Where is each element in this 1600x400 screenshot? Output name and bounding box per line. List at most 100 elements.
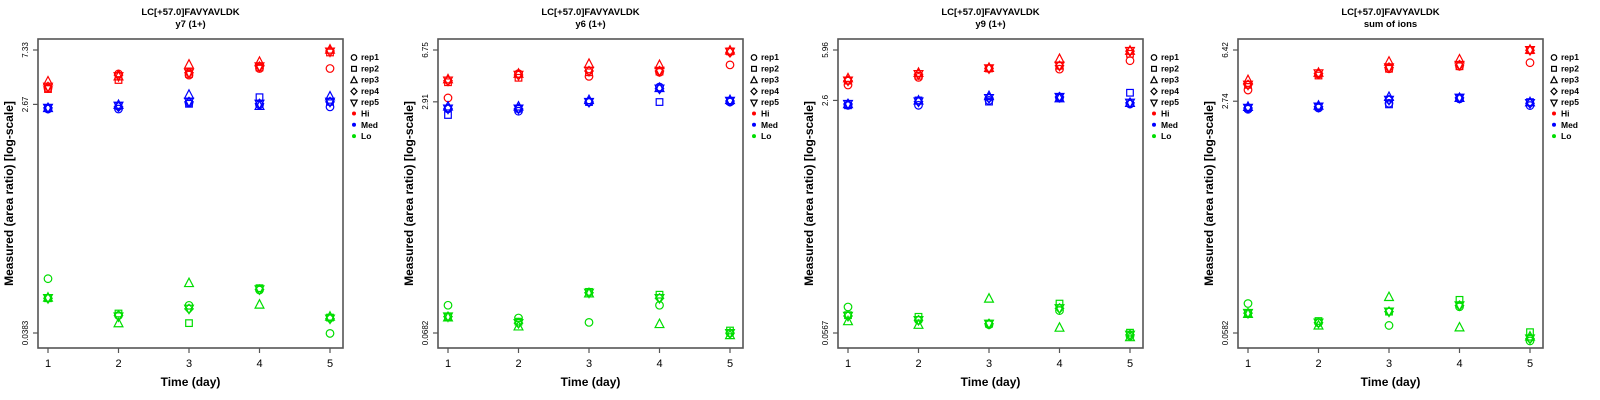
data-marker-lo-rep3 <box>842 314 854 326</box>
panel-title: LC[+57.0]FAVYAVLDK <box>541 7 639 18</box>
x-axis-label: Time (day) <box>1361 375 1421 389</box>
circle-legend-icon <box>1150 54 1158 61</box>
data-marker-med-rep5 <box>1383 95 1395 107</box>
legend-label: rep1 <box>761 52 779 62</box>
data-marker-lo-rep1 <box>443 300 453 310</box>
x-tick-label: 5 <box>1527 358 1533 370</box>
circle-legend-icon <box>350 54 358 61</box>
chart-panel-y7-1-: LC[+57.0]FAVYAVLDK y7 (1+) 7.33 2.67 0.0383 1… <box>0 0 400 400</box>
chart-panel-sum-of-ions: LC[+57.0]FAVYAVLDK sum of ions 6.42 2.74 0.0… <box>1200 0 1600 400</box>
data-marker-med-rep5 <box>113 101 124 112</box>
data-marker-med-rep5 <box>254 99 265 110</box>
square-legend-icon <box>751 65 757 72</box>
x-tick-label: 3 <box>586 358 592 370</box>
data-marker-hi-rep3 <box>1524 43 1536 54</box>
legend-label: rep2 <box>761 63 779 73</box>
dot-legend-icon <box>1552 134 1556 139</box>
data-marker-lo-rep3 <box>254 298 265 309</box>
dot-legend-icon <box>352 111 356 116</box>
x-tick-label: 5 <box>727 358 733 370</box>
data-marker-lo-rep5 <box>1524 334 1536 345</box>
triangle-up-legend-icon <box>1149 75 1159 84</box>
x-tick-label: 1 <box>845 358 851 370</box>
legend-label: Hi <box>361 109 370 119</box>
data-marker-med-rep1 <box>325 102 335 112</box>
y-axis-label: Measured (area ratio) [log-scale] <box>1202 101 1216 286</box>
data-marker-med-rep5 <box>324 97 336 108</box>
data-marker-hi-rep3 <box>1313 66 1324 77</box>
data-marker-med-rep1 <box>914 100 923 110</box>
data-marker-med-rep2 <box>1385 100 1393 109</box>
legend-label: Lo <box>1161 131 1171 141</box>
x-tick-label: 1 <box>45 358 51 370</box>
data-marker-med-rep5 <box>513 104 524 115</box>
panel-subtitle: y6 (1+) <box>575 19 605 30</box>
data-marker-hi-rep4 <box>113 69 124 81</box>
data-marker-hi-rep5 <box>983 64 995 75</box>
x-tick-label: 3 <box>986 358 992 370</box>
triangle-up-legend-icon <box>1549 75 1559 84</box>
legend-label: rep4 <box>361 86 379 96</box>
data-marker-lo-rep1 <box>584 318 594 327</box>
data-marker-lo-rep2 <box>1055 299 1064 308</box>
data-marker-lo-rep5 <box>1124 330 1136 341</box>
triangle-down-legend-icon <box>1149 99 1159 108</box>
data-marker-lo-rep3 <box>1454 321 1465 332</box>
y-axis-label: Measured (area ratio) [log-scale] <box>802 101 816 286</box>
data-marker-hi-rep3 <box>983 61 995 72</box>
diamond-legend-icon <box>750 87 758 96</box>
y-tick-label: 6.75 <box>421 42 430 58</box>
x-tick-label: 2 <box>1315 358 1321 370</box>
data-marker-med-rep5 <box>724 96 736 108</box>
legend-label: rep2 <box>1561 63 1579 73</box>
data-marker-hi-rep5 <box>324 47 336 58</box>
square-legend-icon <box>1551 65 1557 72</box>
data-marker-hi-rep5 <box>1524 45 1536 57</box>
data-marker-hi-rep3 <box>254 55 265 66</box>
diamond-legend-icon <box>1550 87 1558 96</box>
data-marker-med-rep5 <box>1454 93 1465 104</box>
data-marker-lo-rep5 <box>183 304 195 315</box>
data-marker-med-rep5 <box>42 103 54 115</box>
data-marker-hi-rep5 <box>254 62 265 73</box>
legend-label: Lo <box>761 131 771 141</box>
legend-label: rep3 <box>1161 75 1179 85</box>
data-marker-lo-rep1 <box>1525 336 1535 346</box>
data-marker-med-rep5 <box>842 99 854 111</box>
y-axis-label: Measured (area ratio) [log-scale] <box>402 101 416 286</box>
panel-title: LC[+57.0]FAVYAVLDK <box>941 7 1039 18</box>
panel-subtitle: y7 (1+) <box>175 19 205 30</box>
x-tick-label: 1 <box>1245 358 1251 370</box>
x-tick-label: 2 <box>115 358 121 370</box>
data-marker-hi-rep1 <box>1125 56 1135 66</box>
data-marker-lo-rep5 <box>583 288 595 299</box>
data-marker-med-rep2 <box>444 111 452 119</box>
panel-subtitle: y9 (1+) <box>975 19 1005 30</box>
data-marker-med-rep5 <box>1124 98 1136 109</box>
data-marker-med-rep5 <box>1313 102 1324 113</box>
legend-label: rep2 <box>1161 63 1179 73</box>
plot-area <box>37 38 344 349</box>
data-marker-hi-rep5 <box>513 70 524 82</box>
data-marker-med-rep5 <box>583 97 595 109</box>
legend-label: rep2 <box>361 63 379 73</box>
data-marker-hi-rep5 <box>1124 46 1136 58</box>
y-tick-label: 7.33 <box>21 42 30 58</box>
data-marker-lo-rep5 <box>983 319 995 330</box>
dot-legend-icon <box>1152 111 1156 116</box>
dot-legend-icon <box>1152 122 1156 127</box>
circle-legend-icon <box>750 54 758 61</box>
data-marker-lo-rep5 <box>513 318 524 330</box>
data-marker-lo-rep5 <box>1242 308 1254 320</box>
y-tick-label: 2.6 <box>821 94 830 106</box>
data-marker-hi-rep5 <box>1054 61 1065 72</box>
x-axis-label: Time (day) <box>561 375 621 389</box>
square-legend-icon <box>351 65 357 72</box>
y-tick-label: 2.91 <box>421 93 430 109</box>
data-marker-hi-rep5 <box>842 76 854 87</box>
data-marker-med-rep2 <box>655 98 664 106</box>
data-marker-lo-rep5 <box>654 293 665 305</box>
